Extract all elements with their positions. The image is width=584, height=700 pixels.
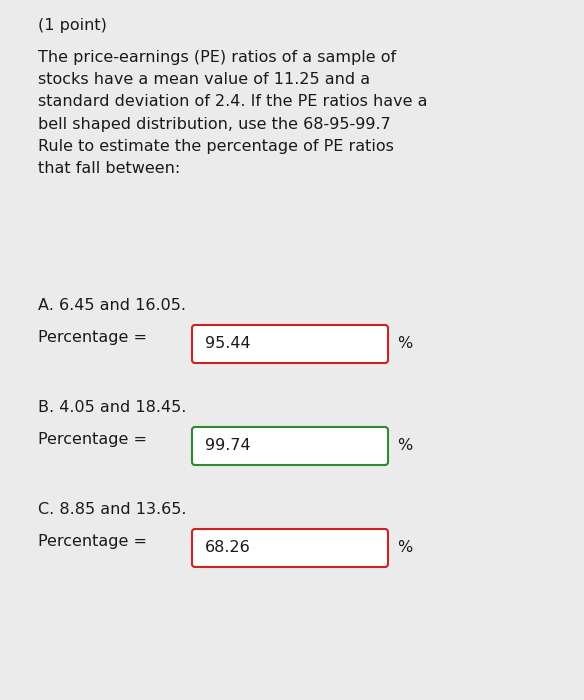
FancyBboxPatch shape: [192, 427, 388, 465]
Text: (1 point): (1 point): [38, 18, 107, 33]
Text: 95.44: 95.44: [205, 337, 251, 351]
Text: A. 6.45 and 16.05.: A. 6.45 and 16.05.: [38, 298, 186, 313]
Text: 68.26: 68.26: [205, 540, 251, 556]
Text: %: %: [397, 540, 412, 556]
Text: The price-earnings (PE) ratios of a sample of
stocks have a mean value of 11.25 : The price-earnings (PE) ratios of a samp…: [38, 50, 427, 176]
FancyBboxPatch shape: [192, 529, 388, 567]
Text: %: %: [397, 438, 412, 454]
Text: %: %: [397, 337, 412, 351]
Text: Percentage =: Percentage =: [38, 432, 147, 447]
Text: Percentage =: Percentage =: [38, 534, 147, 549]
Text: B. 4.05 and 18.45.: B. 4.05 and 18.45.: [38, 400, 186, 415]
Text: C. 8.85 and 13.65.: C. 8.85 and 13.65.: [38, 502, 186, 517]
Text: Percentage =: Percentage =: [38, 330, 147, 345]
Text: 99.74: 99.74: [205, 438, 251, 454]
FancyBboxPatch shape: [192, 325, 388, 363]
